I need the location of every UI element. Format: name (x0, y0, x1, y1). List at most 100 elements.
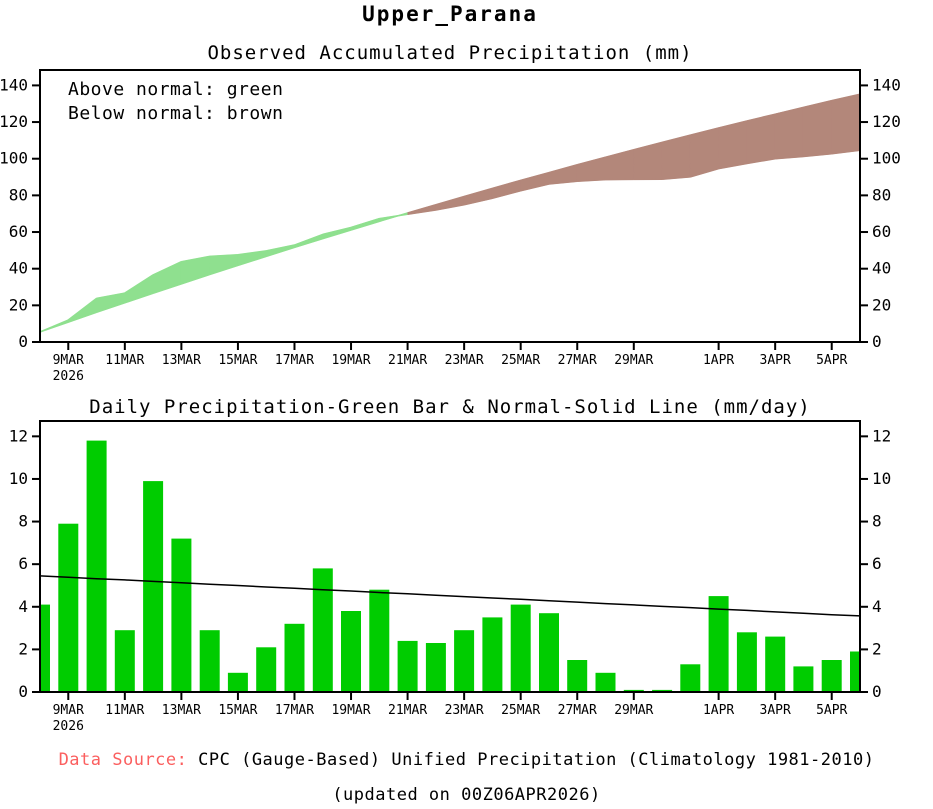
daily-xtick-label: 21MAR (388, 703, 427, 718)
accumulated-xtick-label: 17MAR (275, 353, 314, 368)
normal-accumulated-line (181, 273, 210, 285)
accumulated-ytick-label: 0 (872, 332, 882, 351)
accumulated-xtick-label: 21MAR (388, 353, 427, 368)
daily-xtick-label: 3APR (760, 703, 791, 718)
observed-accumulated-line (266, 244, 295, 252)
daily-xtick-label: 5APR (816, 703, 847, 718)
daily-bar (86, 440, 107, 692)
accumulated-ytick-label: 140 (0, 75, 28, 94)
accumulated-xtick-label: 1APR (703, 353, 734, 368)
observed-accumulated-line (775, 155, 804, 160)
daily-xtick-label: 17MAR (275, 703, 314, 718)
normal-precip-line (39, 575, 861, 617)
data-source-label: Data Source: (58, 750, 188, 770)
normal-accumulated-line (294, 237, 323, 249)
daily-ytick-label: 6 (18, 554, 28, 573)
accumulated-xtick-label: 19MAR (331, 353, 370, 368)
daily-bar (312, 568, 333, 692)
daily-bar (680, 664, 701, 692)
daily-xtick-label: 25MAR (501, 703, 540, 718)
accumulated-xtick-label: 5APR (816, 353, 847, 368)
daily-bar (708, 596, 729, 692)
observed-accumulated-line (67, 297, 98, 321)
daily-xtick-label: 15MAR (218, 703, 257, 718)
daily-ytick-label: 2 (18, 639, 28, 658)
daily-ytick-label: 0 (872, 682, 882, 701)
observed-accumulated-line (803, 153, 832, 158)
observed-accumulated-line (463, 197, 493, 206)
accumulated-ytick-label: 40 (872, 259, 891, 278)
daily-bar (227, 672, 248, 692)
accumulated-year-label: 2026 (53, 369, 84, 384)
observed-accumulated-line (831, 149, 861, 155)
observed-accumulated-line (209, 254, 238, 258)
normal-accumulated-line (831, 93, 861, 102)
above-normal-area (39, 215, 399, 333)
daily-xtick-label: 19MAR (331, 703, 370, 718)
accumulated-xtick-label: 25MAR (501, 353, 540, 368)
updated-text: (updated on 00Z06APR2026) (332, 785, 601, 805)
daily-bar (58, 523, 79, 692)
accumulated-xtick-label: 15MAR (218, 353, 257, 368)
observed-accumulated-line (577, 178, 606, 183)
daily-chart-title: Daily Precipitation-Green Bar & Normal-S… (89, 396, 811, 418)
observed-accumulated-line (435, 203, 465, 211)
daily-bar (793, 666, 814, 692)
accumulated-xtick-label: 23MAR (445, 353, 484, 368)
normal-accumulated-line (633, 141, 663, 151)
daily-bar (256, 647, 277, 692)
data-source-text: CPC (Gauge-Based) Unified Precipitation … (198, 750, 875, 770)
observed-accumulated-line (96, 292, 125, 300)
daily-ytick-label: 4 (18, 597, 28, 616)
daily-chart (39, 440, 861, 692)
normal-accumulated-line (96, 302, 126, 314)
observed-accumulated-line (690, 167, 719, 178)
daily-ytick-label: 12 (872, 426, 891, 445)
daily-ytick-label: 4 (872, 597, 882, 616)
normal-accumulated-line (265, 246, 295, 258)
daily-bar (397, 640, 418, 692)
daily-bar (171, 538, 192, 692)
accumulated-axes: 0 0 20 20 40 40 60 60 80 80 100 100 120 120 140 140 9MAR… (0, 69, 901, 384)
accumulated-ytick-label: 60 (9, 222, 28, 241)
observed-accumulated-line (520, 183, 550, 192)
normal-accumulated-line (803, 99, 832, 109)
observed-accumulated-line (322, 226, 352, 236)
accumulated-chart-title: Observed Accumulated Precipitation (mm) (207, 42, 693, 64)
daily-ytick-label: 8 (18, 512, 28, 531)
legend-below-normal: Below normal: brown (68, 103, 284, 124)
normal-accumulated-line (746, 113, 776, 122)
normal-accumulated-line (379, 212, 408, 223)
accumulated-ytick-label: 40 (9, 259, 28, 278)
accumulated-ytick-label: 140 (872, 75, 901, 94)
daily-ytick-label: 2 (872, 639, 882, 658)
daily-year-label: 2026 (53, 719, 84, 734)
daily-ytick-label: 10 (872, 469, 891, 488)
normal-accumulated-line (435, 195, 465, 206)
normal-accumulated-line (492, 179, 521, 190)
daily-bar (284, 623, 305, 692)
normal-accumulated-line (548, 164, 578, 174)
daily-bar (199, 630, 220, 692)
daily-axes: 0 0 2 2 4 4 6 6 8 8 10 10 12 12 9MAR 11MAR 13MAR 15MAR 17M… (9, 420, 891, 734)
normal-accumulated-line (322, 229, 352, 240)
observed-accumulated-line (350, 217, 380, 229)
accumulated-ytick-label: 80 (9, 185, 28, 204)
daily-xtick-label: 9MAR (53, 703, 84, 718)
accumulated-ytick-label: 120 (0, 112, 28, 131)
accumulated-xtick-label: 3APR (760, 353, 791, 368)
normal-accumulated-line (152, 283, 182, 294)
daily-bar (765, 636, 786, 692)
accumulated-ytick-label: 20 (872, 295, 891, 314)
accumulated-xtick-label: 11MAR (105, 353, 144, 368)
daily-bar (623, 689, 644, 692)
daily-frame (39, 420, 861, 693)
daily-xtick-label: 11MAR (105, 703, 144, 718)
accumulated-ytick-label: 100 (0, 149, 28, 168)
daily-xtick-label: 29MAR (614, 703, 653, 718)
accumulated-ytick-label: 80 (872, 185, 891, 204)
daily-xtick-label: 13MAR (162, 703, 201, 718)
normal-accumulated-line (718, 120, 748, 129)
data-source-line: Data Source: CPC (Gauge-Based) Unified P… (0, 750, 933, 770)
